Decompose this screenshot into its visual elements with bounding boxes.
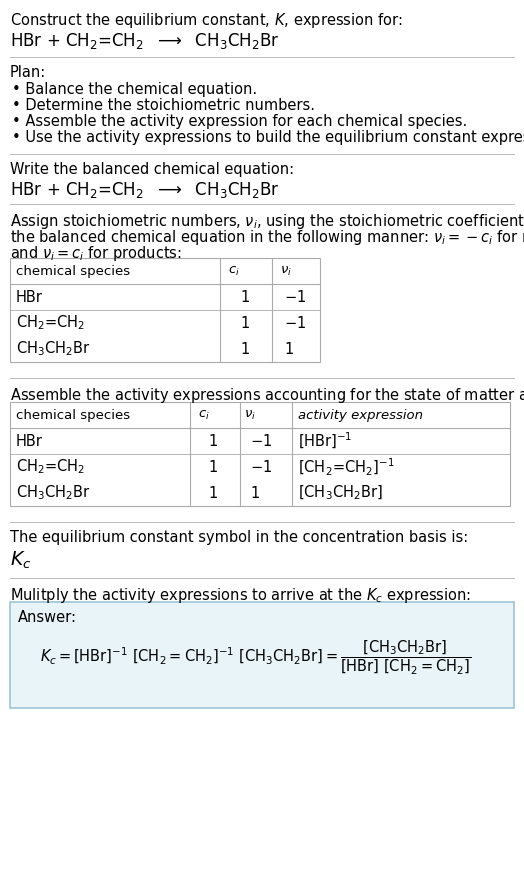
- Text: $-1$: $-1$: [250, 433, 272, 449]
- Text: 1: 1: [240, 341, 249, 356]
- Text: 1: 1: [208, 433, 217, 448]
- Text: 1: 1: [240, 289, 249, 305]
- Text: Answer:: Answer:: [18, 610, 77, 625]
- Text: • Balance the chemical equation.: • Balance the chemical equation.: [12, 82, 257, 97]
- Text: [CH$_3$CH$_2$Br]: [CH$_3$CH$_2$Br]: [298, 484, 383, 502]
- Text: CH$_3$CH$_2$Br: CH$_3$CH$_2$Br: [16, 484, 91, 503]
- Text: 1: 1: [208, 460, 217, 474]
- Text: 1: 1: [208, 486, 217, 500]
- Text: $\nu_i$: $\nu_i$: [244, 408, 256, 421]
- Text: 1: 1: [284, 341, 293, 356]
- Text: Write the balanced chemical equation:: Write the balanced chemical equation:: [10, 162, 294, 177]
- Text: CH$_2$=CH$_2$: CH$_2$=CH$_2$: [16, 313, 85, 332]
- Text: $c_i$: $c_i$: [198, 408, 210, 421]
- Text: $c_i$: $c_i$: [228, 264, 240, 278]
- Bar: [10, 258, 320, 362]
- Text: CH$_2$=CH$_2$: CH$_2$=CH$_2$: [16, 457, 85, 476]
- Text: Mulitply the activity expressions to arrive at the $K_c$ expression:: Mulitply the activity expressions to arr…: [10, 586, 471, 605]
- Text: HBr + CH$_2$=CH$_2$  $\longrightarrow$  CH$_3$CH$_2$Br: HBr + CH$_2$=CH$_2$ $\longrightarrow$ CH…: [10, 31, 280, 51]
- Text: The equilibrium constant symbol in the concentration basis is:: The equilibrium constant symbol in the c…: [10, 530, 468, 545]
- Text: $\nu_i$: $\nu_i$: [280, 264, 292, 278]
- Text: 1: 1: [250, 486, 259, 500]
- Text: [CH$_2$=CH$_2$]$^{-1}$: [CH$_2$=CH$_2$]$^{-1}$: [298, 456, 395, 478]
- Text: • Use the activity expressions to build the equilibrium constant expression.: • Use the activity expressions to build …: [12, 130, 524, 145]
- FancyBboxPatch shape: [10, 602, 514, 708]
- Bar: [10, 402, 510, 506]
- Text: Assign stoichiometric numbers, $\nu_i$, using the stoichiometric coefficients, $: Assign stoichiometric numbers, $\nu_i$, …: [10, 212, 524, 231]
- Text: $K_c$: $K_c$: [10, 550, 31, 572]
- Text: activity expression: activity expression: [298, 408, 423, 421]
- Text: [HBr]$^{-1}$: [HBr]$^{-1}$: [298, 431, 352, 451]
- Text: HBr: HBr: [16, 289, 43, 305]
- Text: • Determine the stoichiometric numbers.: • Determine the stoichiometric numbers.: [12, 98, 315, 113]
- Text: CH$_3$CH$_2$Br: CH$_3$CH$_2$Br: [16, 339, 91, 358]
- Text: the balanced chemical equation in the following manner: $\nu_i = -c_i$ for react: the balanced chemical equation in the fo…: [10, 228, 524, 247]
- Text: • Assemble the activity expression for each chemical species.: • Assemble the activity expression for e…: [12, 114, 467, 129]
- Text: $-1$: $-1$: [250, 459, 272, 475]
- Text: 1: 1: [240, 315, 249, 330]
- Text: $-1$: $-1$: [284, 315, 306, 331]
- Text: Assemble the activity expressions accounting for the state of matter and $\nu_i$: Assemble the activity expressions accoun…: [10, 386, 524, 405]
- Text: HBr: HBr: [16, 433, 43, 448]
- Text: Plan:: Plan:: [10, 65, 46, 80]
- Text: $K_c = \mathrm{[HBr]^{-1}\ [CH_2{=}CH_2]^{-1}\ [CH_3CH_2Br]}$$= \dfrac{\mathrm{[: $K_c = \mathrm{[HBr]^{-1}\ [CH_2{=}CH_2]…: [40, 638, 471, 676]
- Text: chemical species: chemical species: [16, 408, 130, 421]
- Text: chemical species: chemical species: [16, 264, 130, 278]
- Text: Construct the equilibrium constant, $K$, expression for:: Construct the equilibrium constant, $K$,…: [10, 11, 402, 30]
- Text: $-1$: $-1$: [284, 289, 306, 305]
- Text: HBr + CH$_2$=CH$_2$  $\longrightarrow$  CH$_3$CH$_2$Br: HBr + CH$_2$=CH$_2$ $\longrightarrow$ CH…: [10, 180, 280, 200]
- Text: and $\nu_i = c_i$ for products:: and $\nu_i = c_i$ for products:: [10, 244, 182, 263]
